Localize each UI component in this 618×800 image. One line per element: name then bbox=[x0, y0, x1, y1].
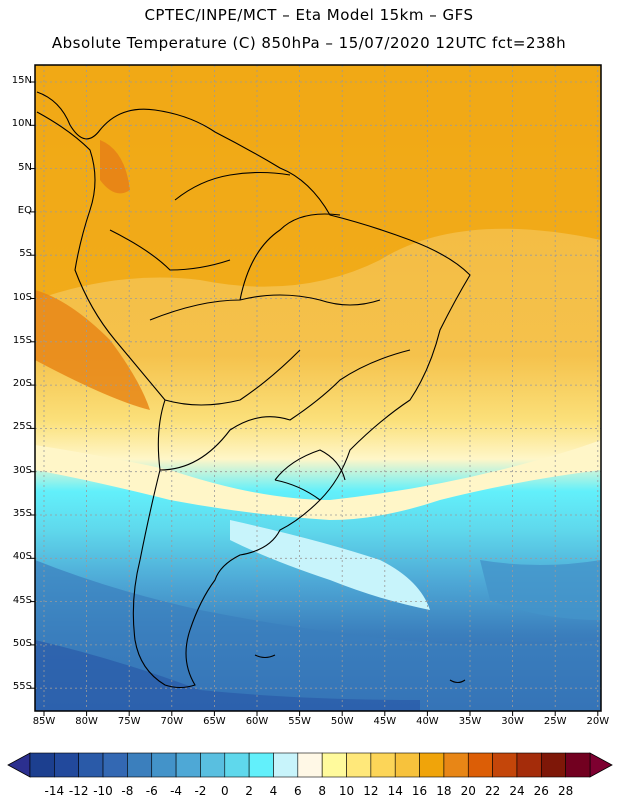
colorbar-label: 20 bbox=[460, 784, 476, 798]
lon-label: 60W bbox=[245, 716, 269, 727]
lon-label: 25W bbox=[543, 716, 567, 727]
colorbar-label: 6 bbox=[293, 784, 302, 798]
lon-label: 35W bbox=[458, 716, 482, 727]
lat-label: 35S bbox=[12, 508, 32, 519]
colorbar-swatch bbox=[127, 752, 153, 778]
colorbar-swatch bbox=[151, 752, 177, 778]
colorbar-high-arrow bbox=[589, 752, 613, 778]
lat-label: 10N bbox=[11, 118, 32, 130]
colorbar-label: 2 bbox=[245, 784, 253, 798]
colorbar-swatch bbox=[54, 752, 79, 778]
temperature-field bbox=[35, 65, 601, 711]
colorbar-swatch bbox=[248, 752, 274, 778]
colorbar-swatch bbox=[492, 752, 518, 778]
colorbar-swatch bbox=[541, 752, 566, 778]
chart-title-line2: Absolute Temperature (C) 850hPa – 15/07/… bbox=[51, 34, 567, 52]
colorbar-swatch bbox=[102, 752, 128, 778]
lat-label: 10S bbox=[12, 291, 32, 303]
lat-label: 15S bbox=[12, 334, 32, 346]
colorbar-label: -12 bbox=[68, 784, 89, 798]
colorbar-swatch bbox=[467, 752, 493, 778]
lat-label: 25S bbox=[12, 421, 32, 433]
colorbar-label: -10 bbox=[93, 784, 113, 798]
lon-label: 45W bbox=[373, 716, 397, 727]
lon-label: 85W bbox=[32, 716, 56, 727]
colorbar-swatch bbox=[370, 752, 396, 778]
coastline-borders bbox=[36, 91, 471, 689]
lon-label: 65W bbox=[203, 716, 226, 727]
lat-label: 50S bbox=[12, 637, 32, 649]
map-frame bbox=[34, 64, 602, 712]
lon-label: 75W bbox=[117, 716, 141, 727]
colorbar-label: -2 bbox=[194, 784, 207, 798]
colorbar-low-arrow bbox=[7, 752, 31, 778]
lon-label: 40W bbox=[416, 716, 439, 727]
lat-label: EQ bbox=[17, 204, 32, 216]
colorbar-swatch bbox=[565, 752, 591, 778]
colorbar-label: 0 bbox=[220, 784, 229, 798]
colorbar-swatch bbox=[175, 752, 201, 778]
lon-label: 30W bbox=[501, 716, 524, 727]
colorbar-swatch bbox=[29, 752, 55, 778]
colorbar-swatch bbox=[78, 752, 104, 778]
lat-label: 55S bbox=[12, 681, 32, 693]
colorbar-label: 12 bbox=[363, 784, 379, 798]
lat-label: 45S bbox=[12, 594, 32, 606]
colorbar-label: 16 bbox=[411, 784, 428, 798]
lat-label: 20S bbox=[12, 378, 32, 390]
lat-label: 30S bbox=[12, 464, 32, 476]
colorbar-swatch bbox=[297, 752, 323, 778]
colorbar-label: -6 bbox=[145, 784, 158, 798]
colorbar-label: 8 bbox=[318, 784, 326, 798]
colorbar-swatch bbox=[516, 752, 542, 778]
colorbar-label: -4 bbox=[170, 784, 183, 798]
lon-label: 55W bbox=[288, 716, 311, 727]
chart-title-line1: CPTEC/INPE/MCT – Eta Model 15km – GFS bbox=[144, 6, 474, 24]
lon-label: 50W bbox=[330, 716, 354, 727]
lat-label: 5N bbox=[18, 161, 32, 173]
colorbar-swatch bbox=[346, 752, 372, 778]
colorbar-label: 4 bbox=[269, 784, 278, 798]
lon-label: 20W bbox=[586, 716, 610, 727]
colorbar-label: 22 bbox=[484, 784, 501, 798]
lat-lon-grid bbox=[35, 65, 601, 711]
colorbar-label: -14 bbox=[44, 784, 65, 798]
colorbar-swatch bbox=[321, 752, 347, 778]
colorbar-label: 10 bbox=[338, 784, 355, 798]
colorbar-label: 18 bbox=[436, 784, 452, 798]
colorbar bbox=[7, 752, 613, 778]
colorbar-swatch bbox=[419, 752, 445, 778]
lat-label: 40S bbox=[12, 551, 32, 563]
colorbar-label: 24 bbox=[509, 784, 525, 798]
colorbar-label: -8 bbox=[121, 784, 134, 798]
colorbar-label: 26 bbox=[533, 784, 549, 798]
lat-label: 15N bbox=[11, 75, 32, 86]
colorbar-label: 14 bbox=[387, 784, 403, 798]
lon-label: 80W bbox=[75, 716, 98, 727]
colorbar-swatch bbox=[224, 752, 250, 778]
axis-ticks bbox=[30, 81, 599, 716]
lon-label: 70W bbox=[160, 716, 184, 727]
colorbar-swatch bbox=[200, 752, 226, 778]
colorbar-swatch bbox=[273, 752, 299, 778]
lat-label: 5S bbox=[19, 248, 32, 260]
colorbar-swatch bbox=[394, 752, 420, 778]
colorbar-label: 28 bbox=[558, 784, 574, 798]
colorbar-swatch bbox=[443, 752, 469, 778]
